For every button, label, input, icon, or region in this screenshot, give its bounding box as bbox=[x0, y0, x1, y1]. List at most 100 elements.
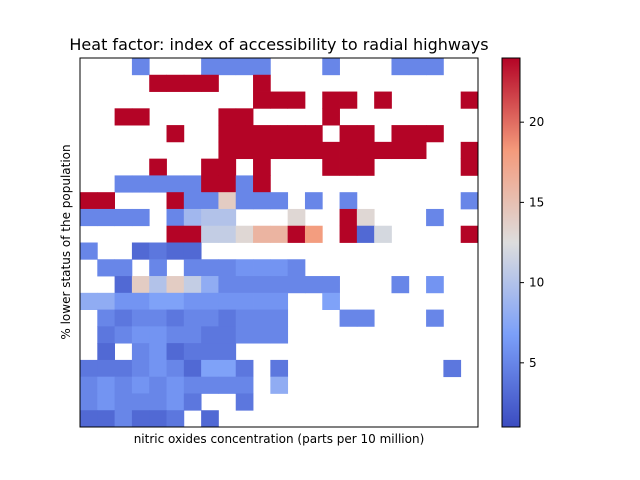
heatmap-cell bbox=[218, 292, 237, 310]
heatmap-cell bbox=[235, 108, 254, 126]
heatmap-cell bbox=[166, 208, 185, 227]
heatmap-cell bbox=[391, 125, 410, 143]
heatmap-cell bbox=[270, 225, 289, 243]
heatmap-cell bbox=[408, 125, 427, 143]
heatmap-cell bbox=[201, 359, 219, 378]
heatmap-cell bbox=[391, 276, 410, 294]
heatmap-cell bbox=[114, 208, 133, 227]
chart-title: Heat factor: index of accessibility to r… bbox=[69, 35, 488, 54]
heatmap-cell bbox=[183, 276, 202, 294]
heatmap-cell bbox=[218, 259, 237, 277]
heatmap-cell bbox=[374, 91, 392, 109]
heatmap-cell bbox=[166, 125, 185, 143]
heatmap-cells bbox=[80, 58, 479, 428]
heatmap-cell bbox=[166, 276, 185, 294]
heatmap-cell bbox=[253, 192, 271, 210]
heatmap-cell bbox=[235, 276, 254, 294]
colorbar-tick-label: 15 bbox=[529, 195, 544, 209]
heatmap-cell bbox=[235, 292, 254, 310]
heatmap-cell bbox=[287, 208, 306, 227]
heatmap-cell bbox=[235, 359, 254, 378]
heatmap-cell bbox=[287, 125, 306, 143]
colorbar bbox=[501, 57, 521, 428]
heatmap-cell bbox=[460, 158, 479, 176]
heatmap-cell bbox=[97, 309, 115, 327]
heatmap-cell bbox=[149, 292, 167, 310]
heatmap-cell bbox=[131, 175, 150, 193]
heatmap-cell bbox=[183, 175, 202, 193]
heatmap-cell bbox=[149, 276, 167, 294]
heatmap-cell bbox=[183, 192, 202, 210]
heatmap-cell bbox=[443, 359, 462, 378]
heatmap-cell bbox=[253, 326, 271, 344]
heatmap-cell bbox=[80, 393, 98, 411]
heatmap-cell bbox=[166, 343, 185, 361]
heatmap-cell bbox=[356, 225, 375, 243]
heatmap-cell bbox=[253, 175, 271, 193]
heatmap-cell bbox=[270, 192, 289, 210]
heatmap-cell bbox=[287, 259, 306, 277]
heatmap-cell bbox=[114, 326, 133, 344]
heatmap-cell bbox=[166, 242, 185, 260]
heatmap-cell bbox=[218, 125, 237, 143]
heatmap-cell bbox=[322, 108, 340, 126]
heatmap-cell bbox=[183, 292, 202, 310]
heatmap-cell bbox=[131, 376, 150, 394]
heatmap-cell bbox=[97, 343, 115, 361]
heatmap-cell bbox=[322, 141, 340, 160]
heatmap-cell bbox=[80, 376, 98, 394]
heatmap-cell bbox=[183, 309, 202, 327]
heatmap-cell bbox=[149, 376, 167, 394]
heatmap-cell bbox=[183, 208, 202, 227]
heatmap-cell bbox=[339, 158, 358, 176]
heatmap-cell bbox=[149, 158, 167, 176]
heatmap-cell bbox=[201, 376, 219, 394]
heatmap-cell bbox=[97, 410, 115, 428]
heatmap-cell bbox=[322, 158, 340, 176]
heatmap-cell bbox=[218, 343, 237, 361]
heatmap-cell bbox=[253, 125, 271, 143]
heatmap-cell bbox=[80, 359, 98, 378]
heatmap-cell bbox=[270, 359, 289, 378]
heatmap-cell bbox=[131, 393, 150, 411]
heatmap-cell bbox=[356, 208, 375, 227]
heatmap-cell bbox=[183, 259, 202, 277]
heatmap-cell bbox=[201, 208, 219, 227]
heatmap-cell bbox=[201, 343, 219, 361]
heatmap-cell bbox=[235, 393, 254, 411]
heatmap-cell bbox=[149, 309, 167, 327]
heatmap-cell bbox=[97, 208, 115, 227]
heatmap-cell bbox=[114, 359, 133, 378]
heatmap-cell bbox=[97, 292, 115, 310]
heatmap-cell bbox=[270, 91, 289, 109]
heatmap-cell bbox=[114, 276, 133, 294]
heatmap-cell bbox=[201, 259, 219, 277]
heatmap-cell bbox=[322, 276, 340, 294]
heatmap-cell bbox=[253, 309, 271, 327]
heatmap-cell bbox=[97, 376, 115, 394]
heatmap-cell bbox=[97, 192, 115, 210]
heatmap-cell bbox=[218, 359, 237, 378]
heatmap-cell bbox=[374, 225, 392, 243]
heatmap-cell bbox=[166, 74, 185, 92]
heatmap-cell bbox=[235, 225, 254, 243]
heatmap-cell bbox=[253, 292, 271, 310]
heatmap-cell bbox=[304, 125, 323, 143]
heatmap-cell bbox=[408, 58, 427, 76]
heatmap-cell bbox=[183, 376, 202, 394]
heatmap-cell bbox=[114, 259, 133, 277]
heatmap-cell bbox=[131, 208, 150, 227]
heatmap-cell bbox=[426, 309, 444, 327]
heatmap-cell bbox=[97, 326, 115, 344]
heatmap-cell bbox=[218, 58, 237, 76]
heatmap-cell bbox=[426, 125, 444, 143]
heatmap-cell bbox=[80, 192, 98, 210]
heatmap-cell bbox=[339, 208, 358, 227]
colorbar-ticks: 5 10 15 20 bbox=[520, 115, 544, 370]
heatmap-cell bbox=[426, 58, 444, 76]
heatmap-cell bbox=[218, 225, 237, 243]
heatmap-cell bbox=[183, 242, 202, 260]
heatmap-cell bbox=[339, 192, 358, 210]
heatmap-cell bbox=[166, 175, 185, 193]
heatmap-cell bbox=[166, 225, 185, 243]
